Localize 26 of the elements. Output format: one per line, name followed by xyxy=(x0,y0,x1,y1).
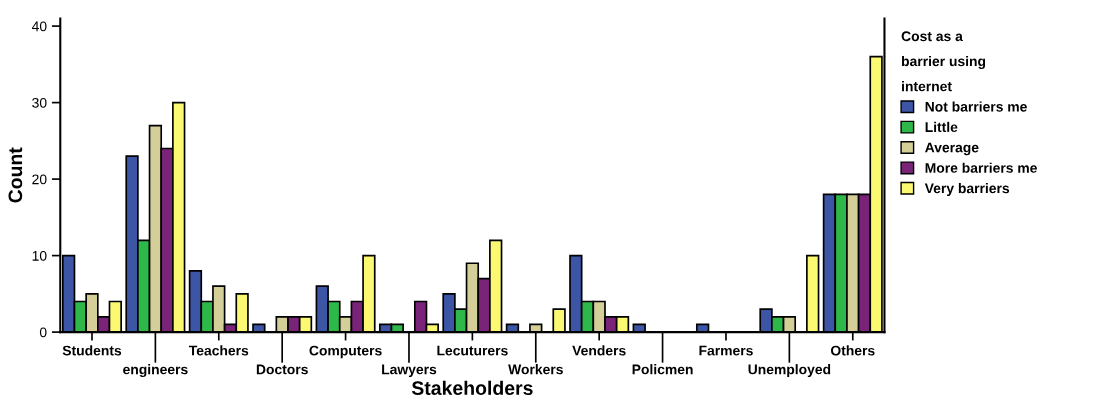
y-tick-label: 0 xyxy=(39,327,47,338)
x-tick-label: Workers xyxy=(508,364,563,375)
y-tick-label: 10 xyxy=(32,250,47,261)
x-tick-label: Unemployed xyxy=(748,364,831,378)
legend-title: Cost as a barrier using internet xyxy=(901,31,986,92)
legend-label: Not barriers me xyxy=(925,101,1027,112)
y-axis-title: Count xyxy=(8,147,23,203)
x-tick-label: Venders xyxy=(572,345,626,356)
x-tick-label: Farmers xyxy=(699,345,753,356)
x-tick-label: Teachers xyxy=(188,345,249,356)
x-tick-label: Doctors xyxy=(256,364,308,375)
x-axis-title: Stakeholders xyxy=(411,380,533,395)
x-tick-label: Lawyers xyxy=(382,364,437,378)
legend-label: More barriers me xyxy=(925,162,1037,173)
x-tick-label: Others xyxy=(830,345,875,356)
y-tick-label: 40 xyxy=(31,21,47,32)
x-tick-label: Lecuturers xyxy=(437,345,508,356)
legend-label: Average xyxy=(925,142,979,156)
legend-label: Little xyxy=(925,121,958,133)
y-tick-label: 30 xyxy=(32,97,47,108)
x-tick-label: engineers xyxy=(123,364,188,378)
legend-label: Very barriers xyxy=(924,183,1010,196)
x-tick-label: Policmen xyxy=(632,364,693,375)
x-tick-label: Computers xyxy=(309,345,382,359)
x-tick-label: Students xyxy=(62,345,122,356)
y-tick-label: 20 xyxy=(32,174,47,185)
